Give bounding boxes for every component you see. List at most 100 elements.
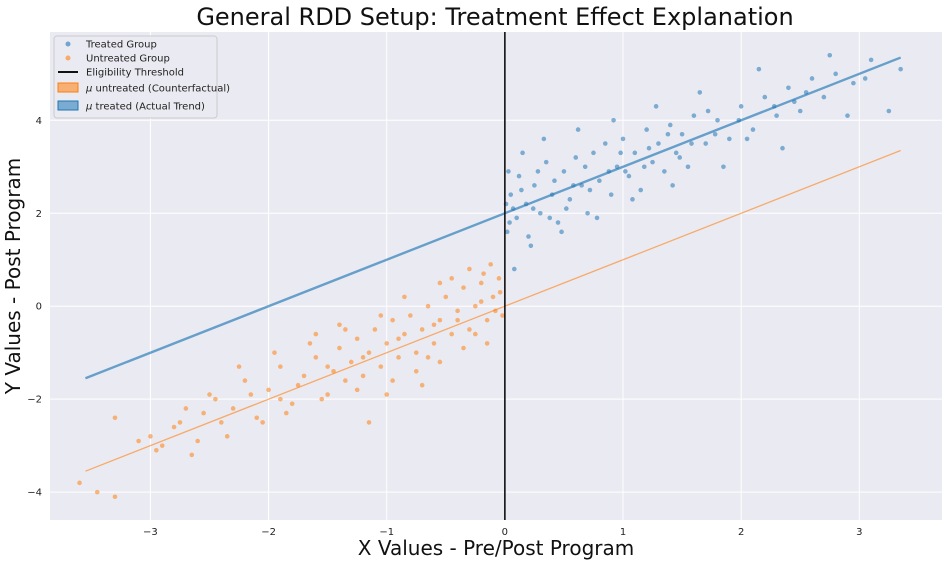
legend-box — [53, 35, 218, 119]
untreated-point — [360, 355, 366, 360]
untreated-point — [354, 336, 360, 342]
untreated-point — [497, 289, 503, 295]
untreated-point — [384, 392, 390, 397]
untreated-point — [366, 420, 372, 425]
untreated-point — [360, 373, 366, 379]
untreated-point — [354, 387, 360, 393]
untreated-point — [189, 452, 195, 458]
untreated-point — [201, 410, 206, 416]
untreated-point — [331, 368, 336, 374]
treated-point — [567, 197, 573, 202]
untreated-point — [195, 438, 200, 444]
untreated-point — [384, 341, 390, 346]
untreated-point — [419, 382, 425, 388]
untreated-point — [425, 303, 431, 309]
untreated-point — [431, 341, 437, 346]
treated-point — [547, 215, 553, 221]
treated-point — [665, 131, 671, 137]
untreated-point — [378, 364, 384, 369]
treated-point — [549, 192, 555, 197]
untreated-point — [325, 392, 330, 397]
y-tick-label: 4 — [36, 116, 42, 127]
untreated-point — [313, 331, 319, 337]
treated-point — [561, 169, 567, 174]
treated-point — [582, 164, 588, 170]
treated-point — [597, 178, 602, 184]
untreated-point — [343, 378, 348, 383]
treated-point — [786, 85, 791, 91]
treated-point — [653, 104, 659, 109]
y-tick-label: 0 — [36, 302, 42, 313]
treated-point — [510, 206, 516, 211]
y-tick-label: −2 — [27, 395, 42, 406]
untreated-point — [295, 382, 301, 388]
treated-point — [579, 183, 584, 188]
untreated-point — [248, 392, 254, 397]
untreated-point — [496, 276, 502, 281]
treated-point — [528, 243, 534, 249]
untreated-point — [484, 341, 490, 346]
untreated-point — [488, 262, 493, 267]
legend-untreated-trend-label: μ untreated (Counterfactual) — [85, 84, 230, 95]
untreated-point — [236, 364, 242, 369]
treated-point — [543, 159, 549, 165]
untreated-point — [372, 327, 378, 332]
treated-point — [898, 66, 903, 72]
treated-point — [608, 192, 614, 197]
untreated-point — [437, 317, 443, 323]
treated-point — [862, 76, 868, 81]
untreated-point — [402, 331, 407, 337]
untreated-point — [449, 331, 454, 337]
untreated-point — [307, 341, 313, 346]
untreated-point — [183, 406, 189, 411]
treated-point — [656, 141, 661, 146]
treated-point — [571, 183, 576, 188]
treated-trend-line — [85, 56, 902, 380]
legend-untreated-trend-text: untreated (Counterfactual) — [92, 84, 230, 95]
untreated-point — [266, 387, 271, 393]
legend-treated-trend-mu: μ — [85, 102, 92, 113]
untreated-point — [136, 438, 141, 444]
treated-point — [602, 141, 608, 146]
treated-point — [606, 169, 612, 174]
y-axis-label: Y Values - Post Program — [1, 158, 25, 395]
untreated-point — [154, 447, 159, 453]
x-tick-label: −1 — [379, 527, 394, 538]
treated-point — [516, 173, 522, 179]
treated-point — [552, 178, 557, 184]
treated-point — [514, 215, 519, 221]
treated-point — [744, 136, 750, 142]
untreated-point — [461, 285, 466, 290]
untreated-point — [493, 308, 498, 314]
treated-point — [638, 187, 644, 193]
treated-point — [677, 155, 683, 160]
untreated-point — [301, 373, 307, 379]
untreated-point — [112, 494, 118, 500]
untreated-point — [449, 276, 454, 281]
treated-point — [673, 150, 679, 156]
untreated-point — [396, 336, 401, 342]
treated-point — [559, 229, 564, 235]
treated-point — [620, 136, 626, 142]
treated-point — [809, 76, 815, 81]
treated-point — [774, 113, 779, 118]
untreated-point — [283, 410, 289, 416]
untreated-point — [390, 378, 395, 383]
treated-point — [667, 122, 673, 128]
treated-point — [614, 164, 620, 170]
treated-point — [644, 127, 649, 132]
treated-point — [750, 127, 756, 132]
untreated-point — [343, 327, 348, 332]
x-tick-label: 0 — [502, 527, 508, 538]
untreated-point — [390, 317, 395, 323]
treated-point — [520, 150, 525, 156]
untreated-point — [478, 280, 484, 286]
treated-point — [697, 90, 703, 95]
untreated-point — [473, 331, 478, 337]
x-tick-label: −2 — [261, 527, 276, 538]
x-tick-label: 3 — [856, 527, 862, 538]
untreated-point — [254, 415, 260, 421]
treated-point — [573, 155, 579, 160]
untreated-point — [467, 266, 472, 272]
untreated-point — [313, 355, 319, 360]
